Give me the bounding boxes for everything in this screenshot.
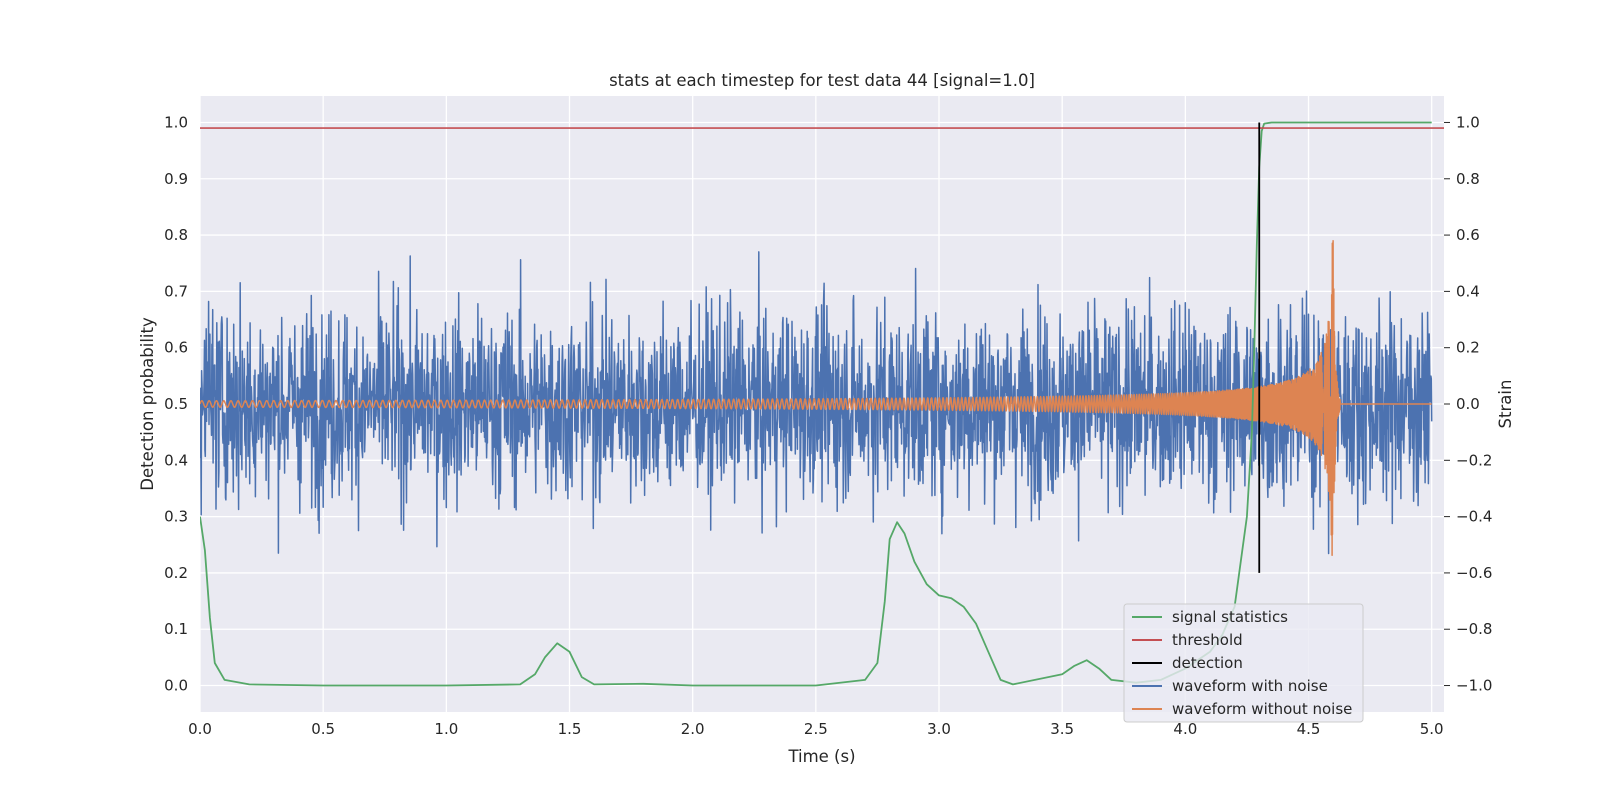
y-tick-label: 0.4	[164, 451, 188, 469]
x-axis-label: Time (s)	[787, 747, 855, 766]
chart-title: stats at each timestep for test data 44 …	[609, 71, 1035, 90]
x-tick-label: 3.0	[927, 720, 951, 738]
x-tick-label: 1.5	[558, 720, 582, 738]
y2-tick-label: −0.2	[1456, 451, 1492, 469]
y-axis-label: Detection probability	[138, 317, 157, 491]
legend-label-threshold: threshold	[1172, 631, 1243, 649]
y2-axis-label: Strain	[1496, 380, 1515, 429]
y-tick-label: 0.6	[164, 339, 188, 357]
chart-marks	[200, 121, 1444, 687]
y2-tick-label: −0.6	[1456, 564, 1492, 582]
y2-tick-label: 0.0	[1456, 395, 1480, 413]
legend-label-waveform-without-noise: waveform without noise	[1172, 700, 1352, 718]
x-tick-label: 2.5	[804, 720, 828, 738]
signal-statistics-line	[200, 121, 1432, 687]
legend: signal statistics threshold detection wa…	[1123, 603, 1364, 723]
y-tick-label: 0.7	[164, 282, 188, 300]
y-tick-label: 0.1	[164, 620, 188, 638]
legend-label-waveform-with-noise: waveform with noise	[1172, 677, 1328, 695]
y2-tick-label: 0.6	[1456, 226, 1480, 244]
y-tick-label: 0.0	[164, 677, 188, 695]
x-tick-label: 1.0	[434, 720, 458, 738]
x-tick-label: 4.5	[1297, 720, 1321, 738]
y-tick-label: 0.2	[164, 564, 188, 582]
y-tick-label: 0.5	[164, 395, 188, 413]
x-tick-label: 0.0	[188, 720, 212, 738]
x-tick-label: 3.5	[1050, 720, 1074, 738]
x-tick-label: 5.0	[1420, 720, 1444, 738]
y2-tick-label: −1.0	[1456, 677, 1492, 695]
x-tick-label: 4.0	[1173, 720, 1197, 738]
y-tick-label: 1.0	[164, 113, 188, 131]
x-tick-label: 2.0	[681, 720, 705, 738]
y2-tick-label: 0.4	[1456, 282, 1480, 300]
y2-tick-label: 0.2	[1456, 339, 1480, 357]
legend-label-detection: detection	[1172, 654, 1243, 672]
y2-tick-label: 0.8	[1456, 170, 1480, 188]
y2-tick-label: −0.4	[1456, 508, 1492, 526]
y-tick-label: 0.9	[164, 170, 188, 188]
x-tick-label: 0.5	[311, 720, 335, 738]
ticks: 0.0 0.5 1.0 1.5 2.0 2.5 3.0 3.5 4.0 4.5 5.0 0.0 0.1 0…	[164, 113, 1492, 738]
legend-frame	[1123, 603, 1364, 723]
y-tick-label: 0.3	[164, 508, 188, 526]
y2-tick-label: −0.8	[1456, 620, 1492, 638]
y2-tick-label: 1.0	[1456, 113, 1480, 131]
legend-label-signal-statistics: signal statistics	[1172, 608, 1288, 626]
waveform-without-noise-line	[200, 239, 1433, 557]
y-tick-label: 0.8	[164, 226, 188, 244]
